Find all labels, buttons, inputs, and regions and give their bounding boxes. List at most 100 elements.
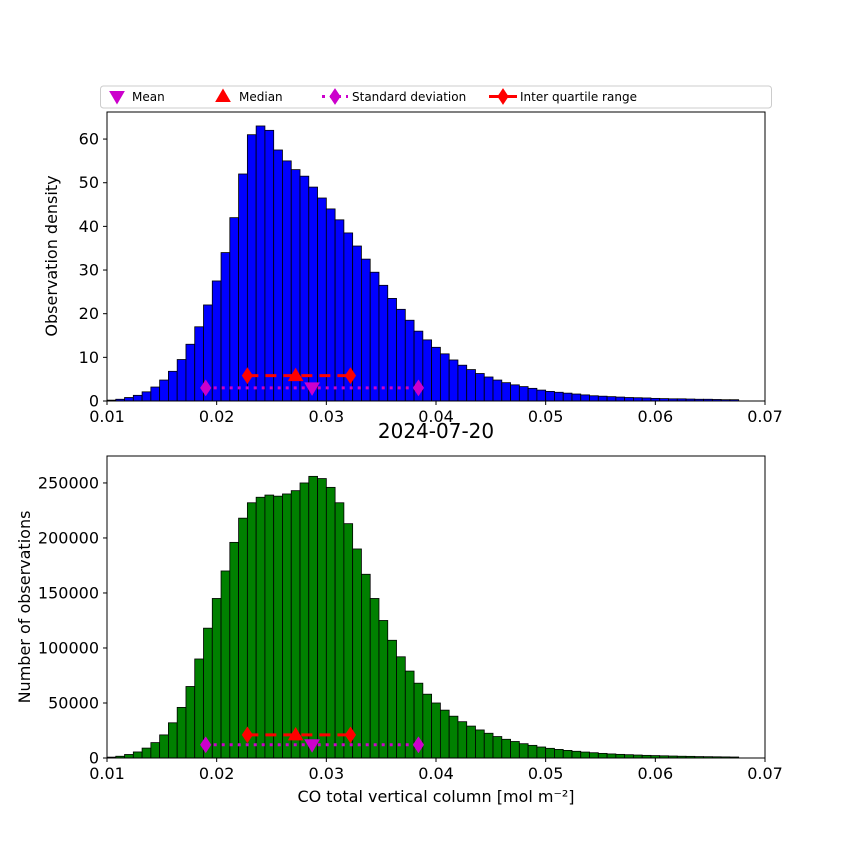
histogram-bar (597, 395, 608, 402)
histogram-bar (255, 125, 266, 402)
y-tick-label: 50 (79, 173, 99, 192)
histogram-bar (448, 715, 459, 759)
histogram-bar (150, 386, 161, 402)
histogram-bar (220, 570, 231, 759)
legend-iqr-icon (497, 88, 509, 105)
std-dev-low-marker (200, 379, 212, 397)
y-tick-label: 60 (79, 130, 99, 149)
histogram-bar (290, 169, 301, 402)
legend-label-mean: Mean (132, 90, 165, 104)
iqr-high-marker (344, 367, 357, 385)
histogram-bar (562, 392, 573, 402)
histogram-bar (457, 721, 468, 759)
histogram-bar (299, 482, 310, 759)
histogram-bar (448, 359, 459, 402)
mean-marker (304, 382, 320, 396)
bottom-y-axis-label: Number of observations (15, 511, 34, 704)
y-tick-label: 250000 (38, 473, 99, 492)
top-y-axis-label: Observation density (42, 175, 61, 336)
histogram-bar (615, 396, 626, 402)
legend-label-median: Median (239, 90, 283, 104)
histogram-bar (273, 495, 283, 759)
y-tick-label: 150000 (38, 583, 99, 602)
x-tick-label: 0.06 (638, 764, 674, 783)
histogram-bar (317, 197, 327, 402)
histogram-bar (325, 486, 336, 759)
histogram-bar (580, 394, 590, 402)
histogram-bar (536, 389, 547, 402)
axes-frame (106, 455, 766, 759)
top-histogram: 0.01 0.02 0.03 0.04 0.05 0.06 0.07 0 10 20 30 40 50 6… (79, 111, 783, 426)
histogram-bar (361, 573, 371, 759)
histogram-bar (624, 397, 634, 402)
histogram-bar (501, 738, 511, 759)
y-tick-label: 50000 (48, 693, 99, 712)
legend-label-std: Standard deviation (352, 90, 466, 104)
histogram-bar (150, 742, 161, 759)
histogram-bar (387, 639, 397, 759)
y-tick-label: 10 (79, 348, 99, 367)
histogram-bar (475, 373, 485, 402)
legend-markers (109, 88, 517, 105)
y-tick-label: 100000 (38, 638, 99, 657)
histogram-bar (466, 725, 476, 759)
histogram-bar (475, 729, 485, 759)
histogram-bar (457, 364, 468, 402)
histogram-bar (141, 747, 152, 759)
histogram-bar (422, 339, 433, 402)
x-tick-label: 0.02 (199, 407, 235, 426)
histogram-bar (545, 390, 555, 402)
histogram-bar (132, 751, 143, 759)
y-tick-label: 200000 (38, 528, 99, 547)
legend-frame (100, 85, 772, 109)
x-tick-label: 0.05 (528, 407, 564, 426)
histogram-bar (325, 208, 336, 402)
histogram-bar (290, 490, 301, 759)
histogram-bar (422, 693, 433, 759)
histogram-bar (545, 747, 555, 759)
histogram-bar (396, 656, 406, 759)
x-tick-label: 0.06 (638, 407, 674, 426)
histogram-bar (246, 134, 257, 402)
histogram-bar (229, 541, 239, 759)
histogram-bar (483, 732, 494, 759)
histogram-bar (518, 386, 529, 402)
x-tick-label: 0.07 (747, 764, 783, 783)
median-marker (287, 726, 304, 741)
histogram-bar (159, 734, 169, 759)
date-title: 2024-07-20 (378, 419, 494, 443)
legend-std-icon (329, 88, 341, 105)
bottom-histogram: 0.01 0.02 0.03 0.04 0.05 0.06 0.07 0 50000 100000… (38, 455, 783, 783)
histogram-bar (273, 149, 283, 402)
histogram-bar (615, 753, 626, 759)
std-dev-low-marker (200, 736, 212, 754)
histogram-bar (527, 387, 538, 402)
histogram-bar (211, 598, 222, 759)
histogram-bar (211, 280, 222, 402)
histogram-bar (124, 754, 134, 759)
x-tick-label: 0.01 (89, 407, 125, 426)
histogram-bar (518, 743, 529, 759)
histogram-bar (124, 397, 134, 402)
histogram-bar (483, 376, 494, 402)
iqr-high-marker (344, 726, 357, 744)
legend-mean-icon (109, 91, 125, 105)
histogram-bar (308, 475, 318, 759)
histogram-bar (238, 173, 248, 402)
histogram-bar (334, 219, 345, 402)
histogram-bar (510, 384, 520, 402)
histogram-bar (562, 750, 573, 759)
histogram-bar (317, 478, 327, 759)
histogram-bar (343, 523, 354, 759)
histogram-bar (264, 129, 275, 402)
y-tick-label: 40 (79, 217, 99, 236)
x-tick-label: 0.07 (747, 407, 783, 426)
std-dev-high-marker (412, 736, 425, 754)
histogram-bar (431, 702, 441, 759)
histogram-bar (229, 217, 239, 402)
histogram-bar (159, 379, 169, 402)
histogram-bar (168, 722, 178, 759)
histogram-bar (141, 391, 152, 402)
histogram-bar (536, 746, 547, 759)
y-tick-label: 20 (79, 304, 99, 323)
